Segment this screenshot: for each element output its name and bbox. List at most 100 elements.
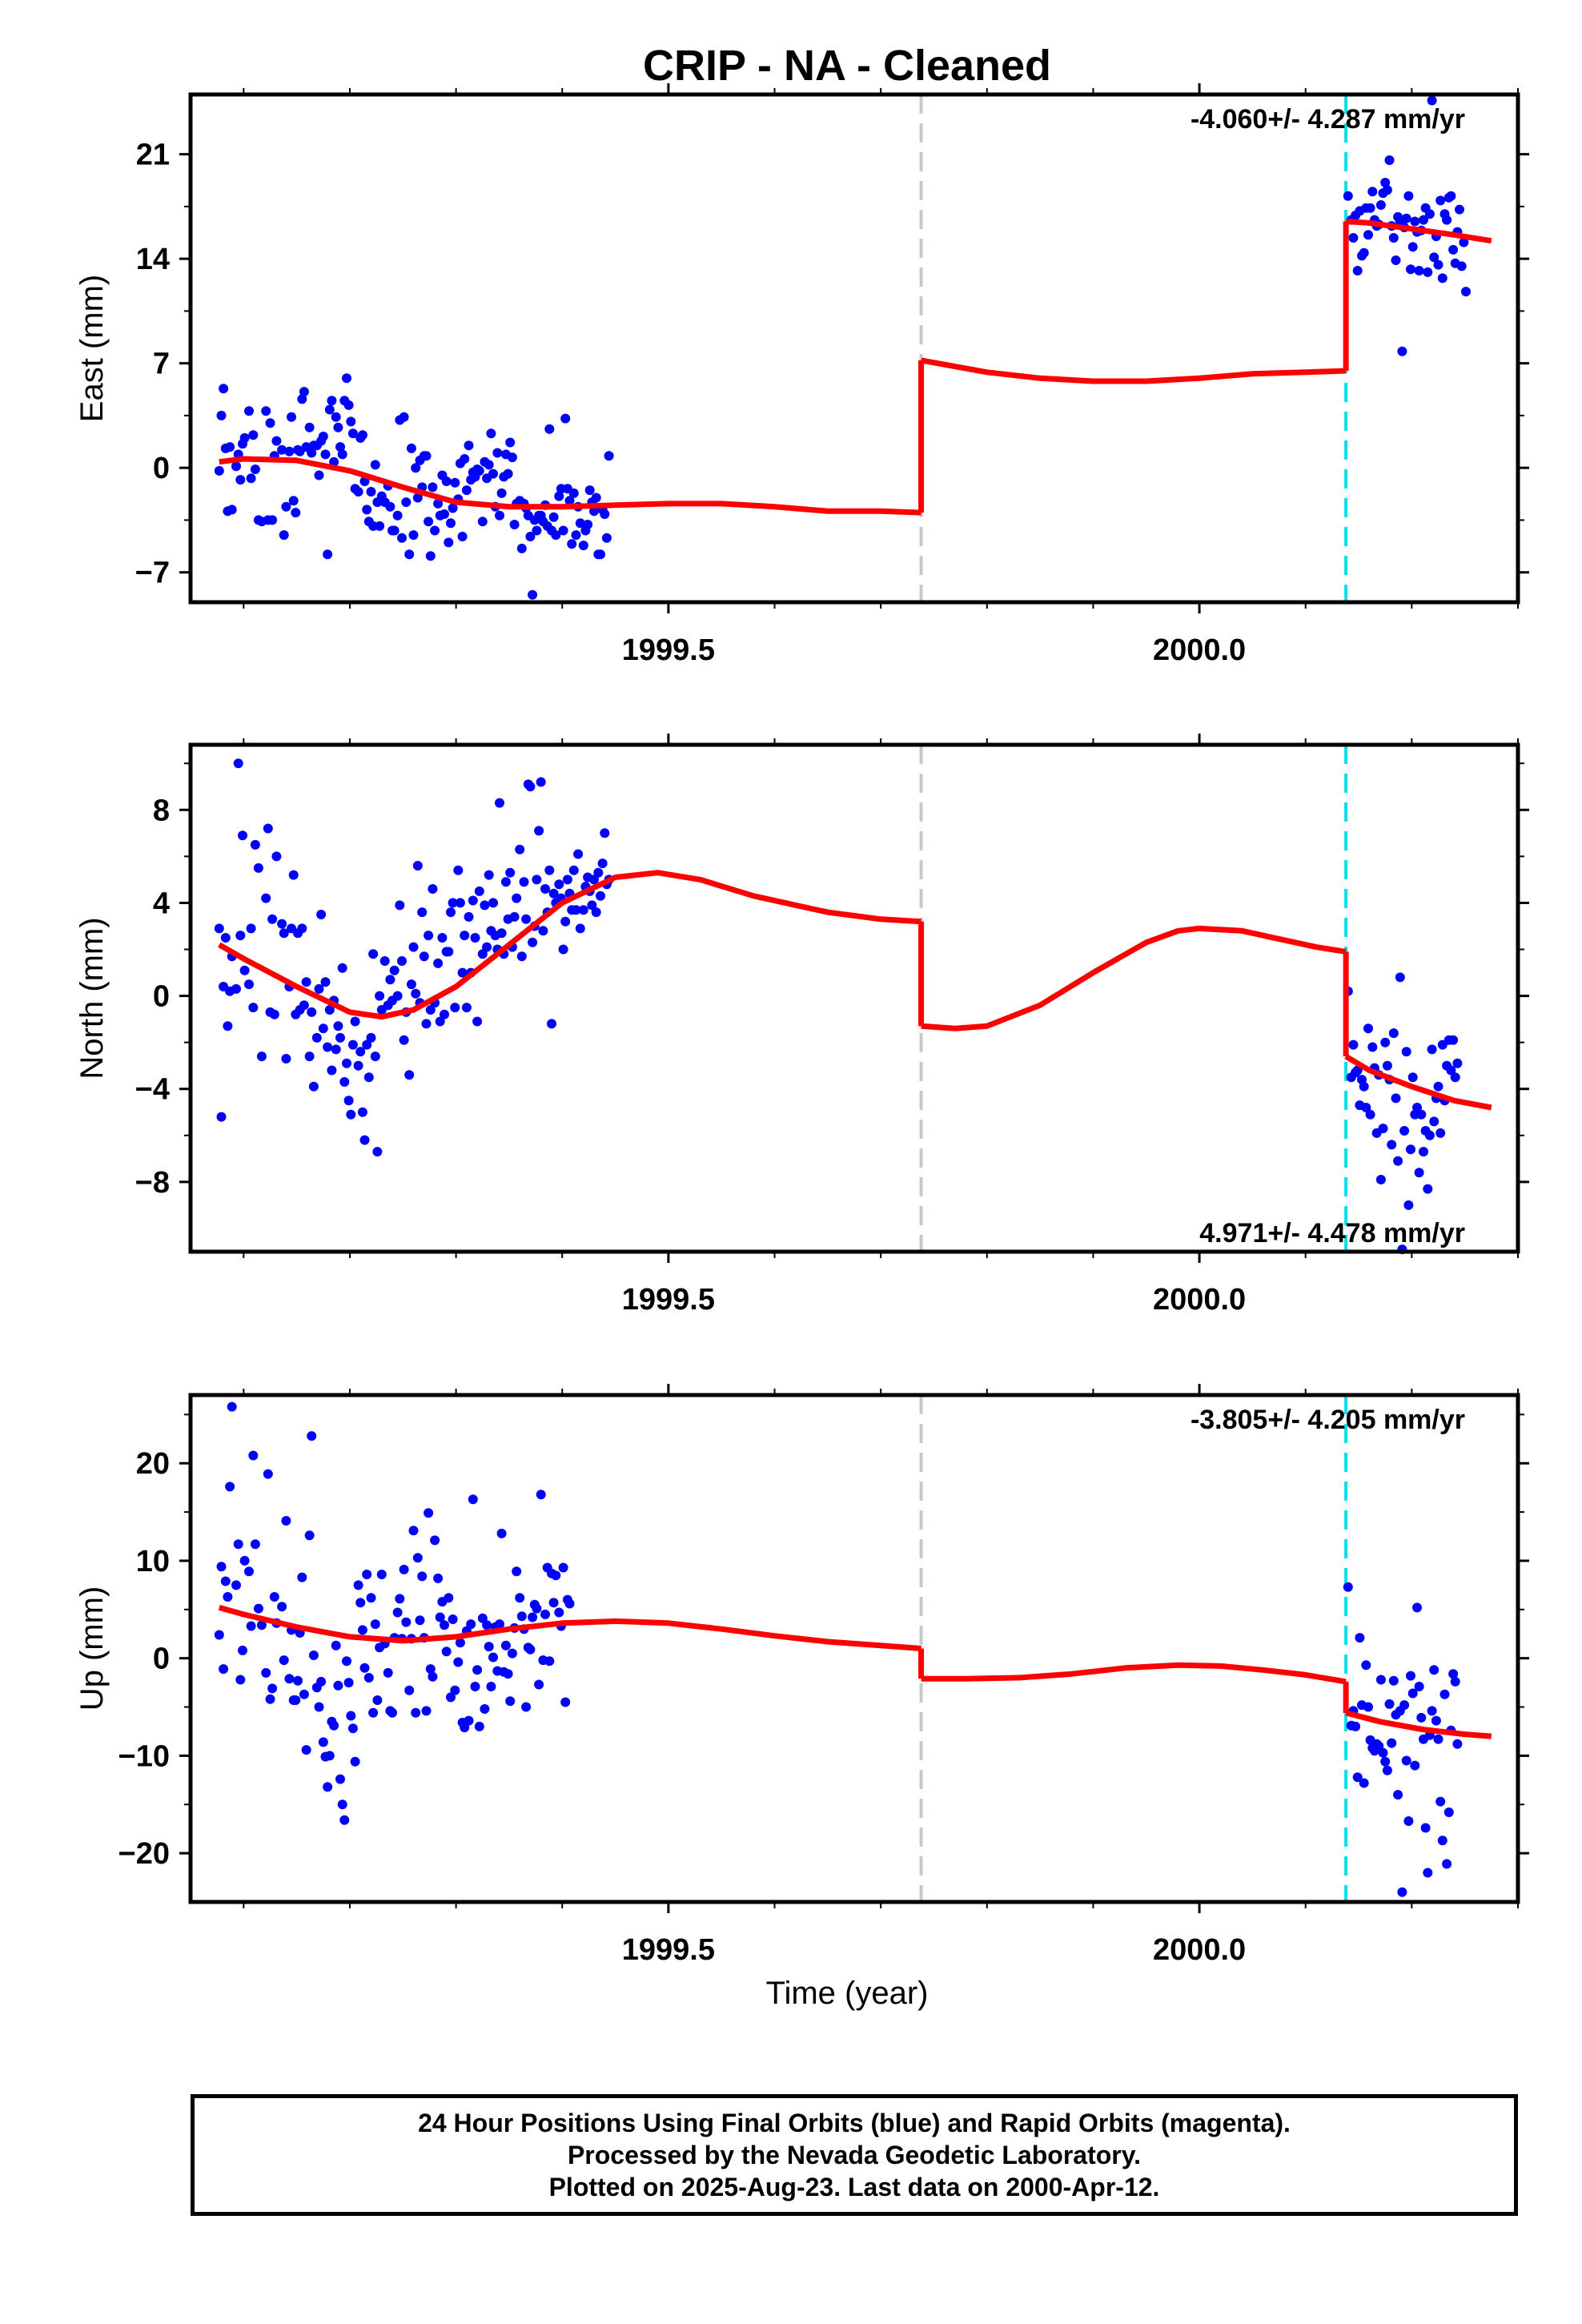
east-data-point	[214, 465, 224, 476]
up-data-point	[1359, 1778, 1369, 1788]
east-data-point	[495, 510, 504, 521]
up-data-point	[253, 1603, 263, 1614]
north-data-point	[346, 1109, 356, 1120]
up-data-point	[417, 1571, 428, 1582]
north-ytick-label: 0	[153, 980, 170, 1014]
north-data-point	[288, 870, 299, 880]
east-data-point	[288, 496, 299, 506]
north-data-point	[1359, 1081, 1369, 1092]
up-data-point	[512, 1566, 522, 1577]
north-data-point	[444, 947, 454, 957]
north-data-point	[1399, 1126, 1410, 1136]
north-data-point	[433, 958, 444, 968]
north-data-point	[1406, 1144, 1415, 1155]
east-data-point	[320, 449, 331, 460]
north-data-point	[406, 979, 416, 990]
up-data-point	[346, 1711, 356, 1721]
north-data-point	[571, 905, 581, 915]
north-data-point	[238, 830, 247, 841]
up-ytick-label: 10	[136, 1545, 170, 1578]
up-data-point	[1443, 1807, 1454, 1817]
east-data-point	[474, 465, 484, 476]
north-data-point	[589, 875, 599, 885]
east-data-point	[1461, 287, 1471, 297]
up-data-point	[564, 1598, 575, 1609]
up-data-point	[299, 1689, 309, 1699]
up-data-point	[368, 1707, 379, 1718]
up-data-point	[225, 1482, 235, 1492]
north-data-point	[357, 1107, 367, 1117]
north-data-point	[408, 942, 419, 952]
up-data-point	[281, 1516, 291, 1526]
east-data-point	[464, 440, 474, 451]
up-data-point	[395, 1594, 405, 1604]
east-data-point	[428, 482, 438, 493]
up-data-point	[500, 1640, 511, 1651]
north-data-point	[1450, 1072, 1460, 1083]
up-data-point	[353, 1580, 363, 1590]
up-data-point	[1437, 1835, 1447, 1846]
east-xtick-label: 1999.5	[622, 633, 715, 667]
north-data-point	[540, 884, 550, 894]
chart-title: CRIP - NA - Cleaned	[643, 42, 1051, 90]
east-data-point	[1384, 155, 1395, 165]
east-data-point	[333, 422, 343, 432]
east-data-point	[496, 488, 507, 498]
footer-line-1: 24 Hour Positions Using Final Orbits (bl…	[418, 2109, 1291, 2137]
east-data-point	[1397, 346, 1407, 356]
east-data-point	[362, 505, 372, 515]
up-data-point	[486, 1682, 496, 1691]
up-data-point	[1427, 1706, 1437, 1716]
north-data-point	[1427, 1044, 1437, 1055]
up-data-point	[335, 1774, 345, 1784]
north-data-point	[311, 1032, 322, 1043]
north-data-point	[299, 1000, 309, 1011]
north-data-point	[470, 933, 480, 943]
north-data-point	[271, 851, 282, 862]
east-data-point	[1424, 209, 1435, 219]
north-data-point	[578, 905, 588, 915]
north-plot-frame	[188, 742, 1520, 1254]
up-data-point	[1406, 1671, 1415, 1681]
up-data-point	[534, 1679, 544, 1690]
east-data-point	[486, 428, 496, 439]
up-data-point	[455, 1638, 465, 1648]
north-data-point	[1435, 1128, 1446, 1138]
east-data-point	[1410, 216, 1420, 227]
up-data-point	[528, 1612, 538, 1622]
north-data-point	[480, 900, 490, 911]
up-data-point	[219, 1664, 229, 1675]
north-data-point	[468, 895, 478, 906]
east-data-point	[343, 400, 354, 410]
east-data-point	[284, 446, 295, 456]
north-data-point	[281, 1054, 291, 1063]
east-data-point	[1423, 267, 1433, 277]
east-data-point	[421, 451, 432, 461]
up-data-point	[293, 1675, 303, 1686]
up-xtick-label: 2000.0	[1153, 1933, 1246, 1967]
up-data-point	[548, 1598, 559, 1608]
up-data-point	[1343, 1582, 1353, 1592]
footer-line-3: Plotted on 2025-Aug-23. Last data on 200…	[548, 2173, 1160, 2201]
up-data-point	[1442, 1859, 1452, 1869]
east-data-point	[353, 487, 363, 497]
north-data-point	[297, 923, 307, 934]
up-data-point	[1375, 1675, 1386, 1685]
north-data-point	[548, 888, 559, 899]
east-data-point	[1403, 191, 1414, 201]
up-data-point	[446, 1692, 456, 1703]
north-xtick-label: 1999.5	[622, 1283, 715, 1317]
east-data-point	[227, 505, 237, 515]
up-panel: −20 −10 0 10 20 1999.5 2000.0 Up (mm) -3.805+/- …	[74, 1384, 1529, 1967]
up-data-point	[1410, 1760, 1420, 1771]
east-data-point	[488, 468, 498, 479]
north-data-point	[1380, 1037, 1391, 1047]
north-data-point	[1452, 1058, 1463, 1068]
north-data-point	[339, 1077, 350, 1087]
north-rate-label: 4.971+/- 4.478 mm/yr	[1199, 1218, 1465, 1248]
up-data-point	[318, 1737, 328, 1747]
north-data-point	[231, 983, 241, 994]
x-axis-label: Time (year)	[766, 1976, 929, 2011]
up-data-point	[227, 1401, 237, 1412]
up-data-point	[250, 1539, 260, 1550]
